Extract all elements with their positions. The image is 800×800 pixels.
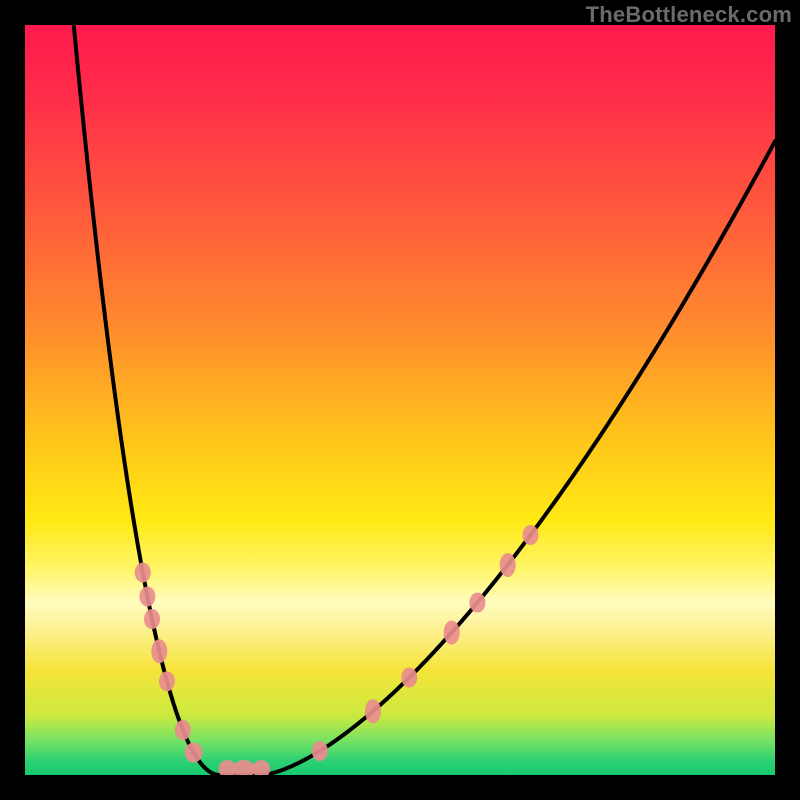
marker-dot <box>159 671 175 691</box>
marker-dot <box>135 563 151 583</box>
marker-dot <box>401 668 417 688</box>
chart-frame: TheBottleneck.com <box>0 0 800 800</box>
marker-dot <box>175 720 191 740</box>
watermark-text: TheBottleneck.com <box>586 2 792 28</box>
marker-dot <box>144 609 160 629</box>
marker-dot <box>500 553 516 577</box>
gradient-background <box>25 25 775 775</box>
marker-dot <box>312 741 328 761</box>
marker-dot <box>151 639 167 663</box>
plot-svg <box>25 25 775 775</box>
marker-dot <box>185 743 203 763</box>
marker-dot <box>523 525 539 545</box>
marker-dot <box>365 699 381 723</box>
plot-area <box>25 25 775 775</box>
marker-dot <box>444 621 460 645</box>
marker-dot <box>139 587 155 607</box>
marker-dot <box>469 593 485 613</box>
